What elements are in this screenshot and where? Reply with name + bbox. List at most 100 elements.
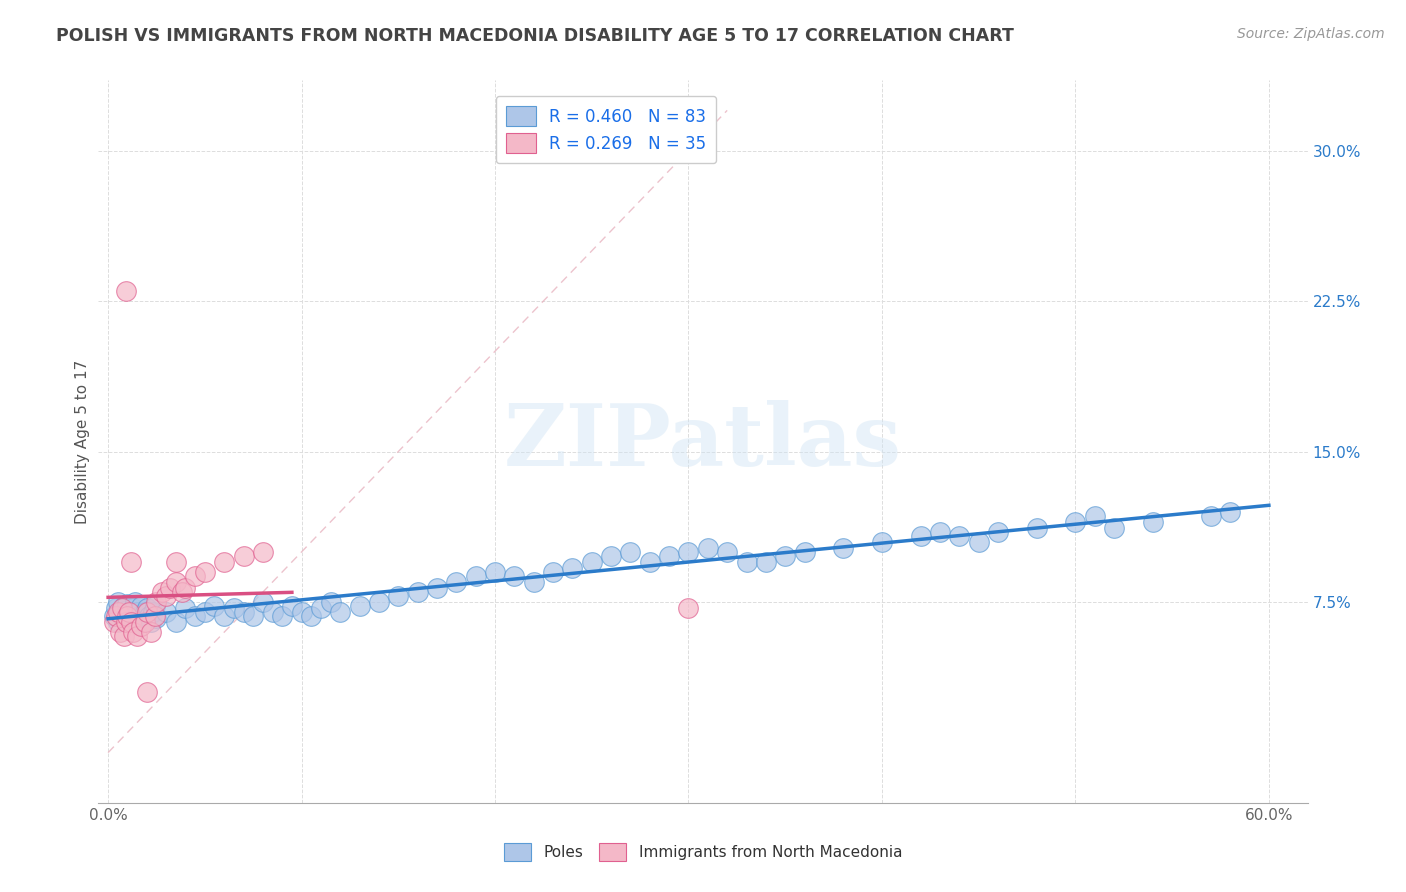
Text: Source: ZipAtlas.com: Source: ZipAtlas.com (1237, 27, 1385, 41)
Point (252, 545, 274, 559)
Point (107, 605, 129, 619)
Point (910, 529, 932, 543)
Point (128, 609, 150, 624)
Point (600, 549, 623, 563)
Point (184, 609, 207, 624)
Text: ZIPatlas: ZIPatlas (503, 400, 903, 483)
Point (290, 605, 312, 619)
Point (117, 597, 139, 611)
Point (107, 595, 129, 609)
Point (124, 595, 146, 609)
Point (127, 617, 149, 632)
Point (406, 585, 429, 599)
Point (1102, 521, 1125, 535)
Point (212, 555, 235, 569)
Point (387, 589, 409, 603)
Point (138, 609, 160, 624)
Point (1219, 505, 1241, 519)
Point (426, 581, 449, 595)
Point (129, 599, 152, 614)
Point (107, 615, 129, 630)
Point (127, 629, 149, 643)
Point (112, 629, 135, 643)
Point (561, 561, 583, 575)
Point (122, 625, 145, 640)
Point (129, 619, 152, 633)
Point (127, 605, 149, 619)
Point (165, 615, 187, 630)
Point (1084, 508, 1107, 523)
Point (174, 601, 197, 615)
Point (108, 605, 131, 619)
Point (329, 605, 352, 619)
Point (309, 601, 332, 615)
Point (145, 595, 167, 609)
Point (143, 599, 166, 614)
Point (232, 549, 254, 563)
Point (194, 565, 217, 579)
Point (142, 605, 165, 619)
Point (135, 605, 157, 619)
Point (222, 601, 245, 615)
Point (184, 569, 207, 583)
Point (165, 555, 187, 569)
Point (112, 599, 135, 614)
Point (114, 284, 136, 298)
Point (174, 581, 197, 595)
Point (204, 599, 226, 614)
Point (122, 601, 145, 615)
Point (111, 609, 134, 624)
Point (143, 609, 166, 624)
Point (948, 529, 970, 543)
Legend: Poles, Immigrants from North Macedonia: Poles, Immigrants from North Macedonia (498, 837, 908, 867)
Point (139, 625, 162, 640)
Point (117, 603, 139, 617)
Point (132, 615, 155, 630)
Point (135, 601, 157, 615)
Point (232, 605, 254, 619)
Point (1025, 521, 1047, 535)
Point (108, 625, 131, 640)
Point (755, 555, 778, 569)
Point (581, 555, 603, 569)
Point (170, 585, 193, 599)
Point (678, 545, 700, 559)
Point (134, 605, 156, 619)
Point (117, 609, 139, 624)
Point (159, 581, 181, 595)
Point (929, 524, 952, 539)
Point (446, 575, 468, 590)
Point (194, 605, 217, 619)
Point (484, 565, 506, 579)
Point (658, 549, 681, 563)
Point (252, 595, 274, 609)
Point (120, 555, 142, 569)
Point (464, 569, 486, 583)
Point (619, 545, 641, 559)
Point (104, 601, 127, 615)
Point (349, 599, 371, 614)
Point (1064, 515, 1087, 529)
Point (832, 541, 855, 555)
Point (139, 615, 162, 630)
Point (793, 545, 815, 559)
Point (523, 575, 546, 590)
Point (118, 607, 141, 622)
Point (870, 535, 893, 549)
Point (319, 595, 342, 609)
Point (120, 615, 142, 630)
Point (638, 555, 661, 569)
Point (271, 609, 294, 624)
Point (716, 545, 738, 559)
Point (1142, 515, 1164, 529)
Text: POLISH VS IMMIGRANTS FROM NORTH MACEDONIA DISABILITY AGE 5 TO 17 CORRELATION CHA: POLISH VS IMMIGRANTS FROM NORTH MACEDONI… (56, 27, 1014, 45)
Point (145, 611, 167, 625)
Point (773, 549, 796, 563)
Point (103, 615, 125, 630)
Point (967, 535, 990, 549)
Point (678, 601, 700, 615)
Point (155, 605, 177, 619)
Point (103, 609, 125, 624)
Point (368, 595, 391, 609)
Point (114, 615, 136, 630)
